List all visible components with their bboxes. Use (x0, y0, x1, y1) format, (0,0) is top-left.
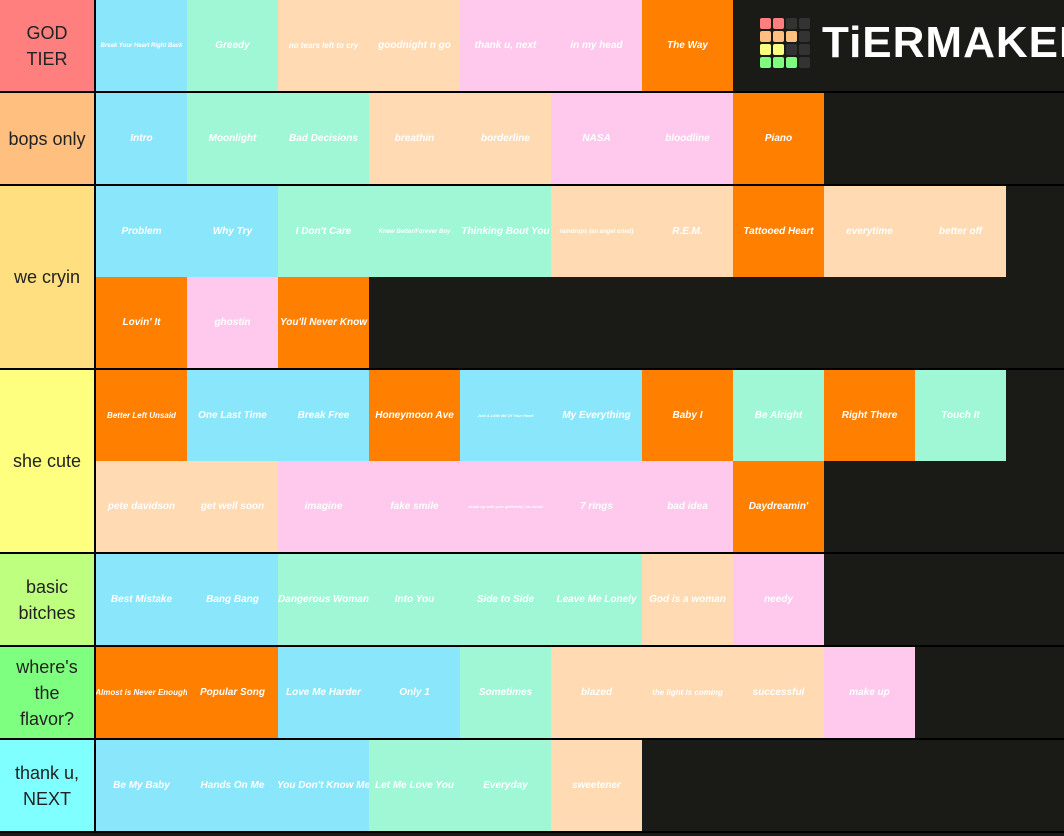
tier-item: no tears left to cry (278, 0, 369, 91)
tier-item: imagine (278, 461, 369, 552)
tier-row: bops only Intro Moonlight Bad Decisions brea… (0, 93, 1064, 186)
tier-item: Problem (96, 186, 187, 277)
tier-item: Honeymoon Ave (369, 370, 460, 461)
tier-row: GOD TIER Break Your Heart Right Back Greed… (0, 0, 1064, 93)
tier-item: Bang Bang (187, 554, 278, 645)
tier-item: blazed (551, 647, 642, 738)
tier-items: Be My Baby Hands On Me You Don't Know Me Le… (96, 740, 1062, 831)
tier-item: pete davidson (96, 461, 187, 552)
tier-label: where's the flavor? (0, 647, 96, 738)
tier-item: Why Try (187, 186, 278, 277)
tier-item: thank u, next (460, 0, 551, 91)
tier-items: Best Mistake Bang Bang Dangerous Woman Into… (96, 554, 1062, 645)
tier-item: Let Me Love You (369, 740, 460, 831)
tier-item: Be Alright (733, 370, 824, 461)
tier-item: Touch It (915, 370, 1006, 461)
tier-item: Right There (824, 370, 915, 461)
tier-item: One Last Time (187, 370, 278, 461)
tier-row: thank u, NEXT Be My Baby Hands On Me You Do… (0, 740, 1064, 833)
tier-items: Almost is Never Enough Popular Song Love M… (96, 647, 1062, 738)
tier-item: God is a woman (642, 554, 733, 645)
tier-item: goodnight n go (369, 0, 460, 91)
tier-item: raindrops (an angel cried) (551, 186, 642, 277)
logo: TiERMAKER (760, 18, 1064, 68)
tier-item: make up (824, 647, 915, 738)
tier-item: Hands On Me (187, 740, 278, 831)
tier-item: Almost is Never Enough (96, 647, 187, 738)
tier-row: we cryin Problem Why Try I Don't Care Knew B… (0, 186, 1064, 370)
tier-item: Dangerous Woman (278, 554, 369, 645)
tier-item: I Don't Care (278, 186, 369, 277)
tier-label: GOD TIER (0, 0, 96, 91)
tier-item: Into You (369, 554, 460, 645)
tier-row: where's the flavor? Almost is Never Enoug… (0, 647, 1064, 740)
tier-items: Intro Moonlight Bad Decisions breathin borde… (96, 93, 1062, 184)
tier-item: Break Free (278, 370, 369, 461)
tier-item: Tattooed Heart (733, 186, 824, 277)
tier-label: basic bitches (0, 554, 96, 645)
tier-item: borderline (460, 93, 551, 184)
tier-item: bloodline (642, 93, 733, 184)
tier-label: she cute (0, 370, 96, 552)
tier-item: The Way (642, 0, 733, 91)
tier-item: in my head (551, 0, 642, 91)
tier-item: Better Left Unsaid (96, 370, 187, 461)
tier-item: needy (733, 554, 824, 645)
tier-item: ghostin (187, 277, 278, 368)
tier-item: Daydreamin' (733, 461, 824, 552)
tier-label: thank u, NEXT (0, 740, 96, 831)
tier-item: Everyday (460, 740, 551, 831)
tier-item: Bad Decisions (278, 93, 369, 184)
tier-item: Intro (96, 93, 187, 184)
tier-item: successful (733, 647, 824, 738)
tier-item: You'll Never Know (278, 277, 369, 368)
tier-item: bad idea (642, 461, 733, 552)
tier-item: Lovin' It (96, 277, 187, 368)
tier-items: Break Your Heart Right Back Greedy no tear… (96, 0, 1062, 91)
tier-item: Knew Better/Forever Boy (369, 186, 460, 277)
tier-row: she cute Better Left Unsaid One Last Time B… (0, 370, 1064, 554)
tier-label: bops only (0, 93, 96, 184)
logo-text: TiERMAKER (822, 18, 1064, 67)
tier-item: R.E.M. (642, 186, 733, 277)
tier-item: breathin (369, 93, 460, 184)
tier-item: Piano (733, 93, 824, 184)
logo-icon (760, 18, 810, 68)
tier-item: break up with your girlfriend, i'm bored (460, 461, 551, 552)
tier-items: Better Left Unsaid One Last Time Break Fre… (96, 370, 1062, 552)
tier-label: we cryin (0, 186, 96, 368)
tier-item: Just A Little Bit Of Your Heart (460, 370, 551, 461)
tier-item: Greedy (187, 0, 278, 91)
tier-item: Popular Song (187, 647, 278, 738)
tier-item: Leave Me Lonely (551, 554, 642, 645)
tier-item: Break Your Heart Right Back (96, 0, 187, 91)
tier-item: sweetener (551, 740, 642, 831)
tier-item: Be My Baby (96, 740, 187, 831)
tier-item: Baby I (642, 370, 733, 461)
tier-item: get well soon (187, 461, 278, 552)
tier-item: You Don't Know Me (278, 740, 369, 831)
tier-item: Moonlight (187, 93, 278, 184)
tier-item: Thinking Bout You (460, 186, 551, 277)
tier-row: basic bitches Best Mistake Bang Bang Danger… (0, 554, 1064, 647)
tier-item: the light is coming (642, 647, 733, 738)
tier-item: Best Mistake (96, 554, 187, 645)
tier-item: better off (915, 186, 1006, 277)
tier-item: fake smile (369, 461, 460, 552)
tier-item: Sometimes (460, 647, 551, 738)
tier-item: NASA (551, 93, 642, 184)
tier-items: Problem Why Try I Don't Care Knew Better/Fo… (96, 186, 1062, 368)
tier-item: Only 1 (369, 647, 460, 738)
tier-item: 7 rings (551, 461, 642, 552)
tier-item: Side to Side (460, 554, 551, 645)
tier-item: Love Me Harder (278, 647, 369, 738)
tier-item: My Everything (551, 370, 642, 461)
tier-item: everytime (824, 186, 915, 277)
